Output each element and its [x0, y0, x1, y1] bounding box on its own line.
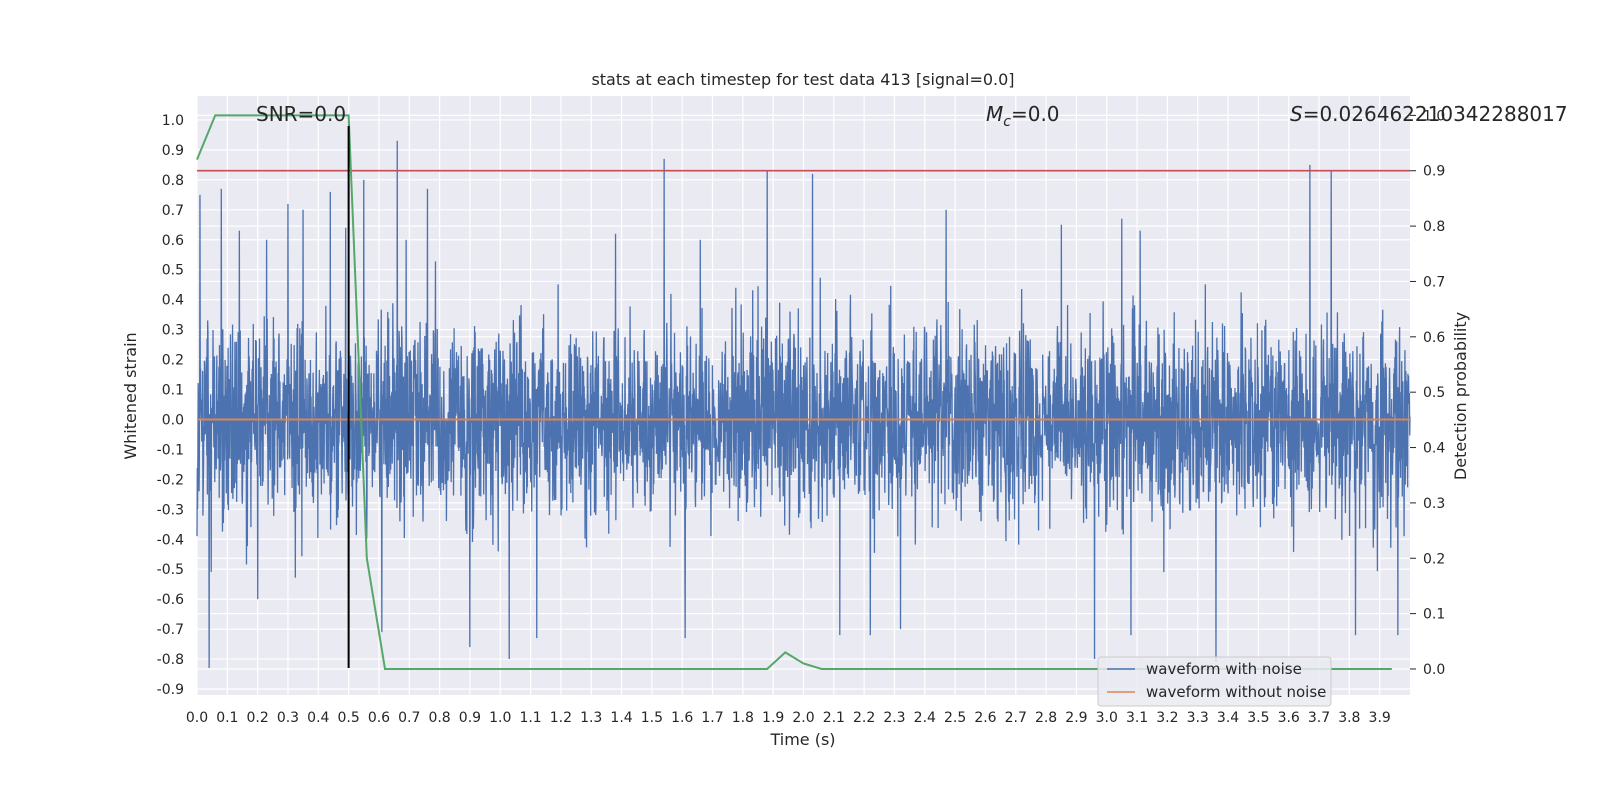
y-tick-label: 0.0 — [162, 412, 184, 428]
x-tick-label: 0.7 — [398, 710, 420, 726]
y-tick-label: -0.9 — [157, 682, 184, 698]
y2-tick-label: 0.3 — [1423, 496, 1445, 512]
x-tick-label: 2.5 — [944, 710, 966, 726]
x-tick-label: 1.2 — [550, 710, 572, 726]
y2-tick-label: 0.1 — [1423, 607, 1445, 623]
x-tick-label: 2.2 — [853, 710, 875, 726]
x-tick-label: 1.9 — [762, 710, 784, 726]
y-tick-label: -0.3 — [157, 502, 184, 518]
x-tick-label: 0.6 — [368, 710, 390, 726]
x-tick-label: 3.3 — [1187, 710, 1209, 726]
x-tick-label: 3.5 — [1247, 710, 1269, 726]
chart-marks — [196, 114, 1411, 670]
x-tick-label: 3.4 — [1217, 710, 1239, 726]
y-tick-label: 0.7 — [162, 203, 184, 219]
y2-tick-label: 0.0 — [1423, 662, 1445, 678]
gridlines — [196, 96, 1410, 695]
snr-annotation: SNR=0.0 — [256, 102, 346, 126]
mc-annotation: Mc=0.0 — [986, 102, 1060, 130]
y2-tick-label: 1.0 — [1423, 108, 1445, 124]
x-tick-label: 0.3 — [277, 710, 299, 726]
y-tick-label: 0.8 — [162, 173, 184, 189]
x-tick-label: 3.0 — [1096, 710, 1118, 726]
x-tick-label: 3.7 — [1308, 710, 1330, 726]
y2-tick-label: 0.6 — [1423, 330, 1445, 346]
y-tick-label: -0.1 — [157, 442, 184, 458]
x-tick-label: 2.7 — [1005, 710, 1027, 726]
x-tick-label: 2.0 — [792, 710, 814, 726]
x-tick-label: 0.4 — [307, 710, 329, 726]
x-tick-label: 1.3 — [580, 710, 602, 726]
x-tick-label: 1.5 — [641, 710, 663, 726]
y-tick-label: 0.6 — [162, 233, 184, 249]
x-tick-label: 0.9 — [459, 710, 481, 726]
legend-label-clean: waveform without noise — [1146, 683, 1326, 701]
y2-axis-label: Detection probability — [1451, 312, 1470, 480]
tick-labels: 0.0 0.1 0.2 0.3 0.4 0.5 0.6 0.7 0.8 0.9 1.0 1.1 1.2 1… — [157, 108, 1446, 726]
y2-tick-label: 0.9 — [1423, 164, 1445, 180]
y2-tick-label: 0.8 — [1423, 219, 1445, 235]
y-axis-label: Whitened strain — [121, 332, 140, 459]
y-tick-label: -0.7 — [157, 622, 184, 638]
y-tick-label: -0.8 — [157, 652, 184, 668]
chart-title: stats at each timestep for test data 413… — [591, 70, 1014, 89]
x-tick-label: 3.1 — [1126, 710, 1148, 726]
y-tick-label: 0.4 — [162, 293, 184, 309]
x-tick-label: 1.8 — [732, 710, 754, 726]
y-tick-label: 0.3 — [162, 323, 184, 339]
x-tick-label: 0.1 — [216, 710, 238, 726]
legend: waveform with noise waveform without noi… — [1097, 656, 1332, 707]
y-tick-label: 0.9 — [162, 143, 184, 159]
x-tick-label: 1.0 — [489, 710, 511, 726]
y-tick-label: 0.2 — [162, 353, 184, 369]
y2-tick-label: 0.4 — [1423, 441, 1445, 457]
x-tick-label: 2.9 — [1065, 710, 1087, 726]
y-tick-label: 1.0 — [162, 113, 184, 129]
x-tick-label: 2.6 — [974, 710, 996, 726]
y-tick-label: -0.5 — [157, 562, 184, 578]
x-tick-label: 1.4 — [610, 710, 632, 726]
y2-tick-label: 0.2 — [1423, 551, 1445, 567]
x-tick-label: 2.8 — [1035, 710, 1057, 726]
x-tick-label: 2.4 — [914, 710, 936, 726]
x-tick-label: 1.6 — [671, 710, 693, 726]
y-tick-label: 0.5 — [162, 263, 184, 279]
x-tick-label: 3.2 — [1156, 710, 1178, 726]
y-tick-label: -0.6 — [157, 592, 184, 608]
x-tick-label: 3.8 — [1338, 710, 1360, 726]
x-axis-label: Time (s) — [769, 730, 835, 749]
y-tick-label: 0.1 — [162, 383, 184, 399]
y2-tick-label: 0.5 — [1423, 385, 1445, 401]
x-tick-label: 0.2 — [247, 710, 269, 726]
series-line-detection-probability — [196, 114, 1392, 670]
s-annotation: S=0.026462210342288017 — [1290, 102, 1568, 126]
x-tick-label: 2.1 — [823, 710, 845, 726]
x-tick-label: 2.3 — [883, 710, 905, 726]
series-line-waveform-with-noise — [196, 140, 1411, 669]
x-tick-label: 0.5 — [337, 710, 359, 726]
x-tick-label: 0.0 — [186, 710, 208, 726]
x-tick-label: 1.7 — [701, 710, 723, 726]
y-tick-label: -0.4 — [157, 532, 184, 548]
legend-box — [1097, 656, 1332, 707]
y2-tick-label: 0.7 — [1423, 274, 1445, 290]
x-tick-label: 3.9 — [1369, 710, 1391, 726]
x-tick-label: 3.6 — [1278, 710, 1300, 726]
x-tick-label: 1.1 — [519, 710, 541, 726]
y-tick-label: -0.2 — [157, 472, 184, 488]
legend-label-noise: waveform with noise — [1146, 660, 1302, 678]
x-tick-label: 0.8 — [428, 710, 450, 726]
